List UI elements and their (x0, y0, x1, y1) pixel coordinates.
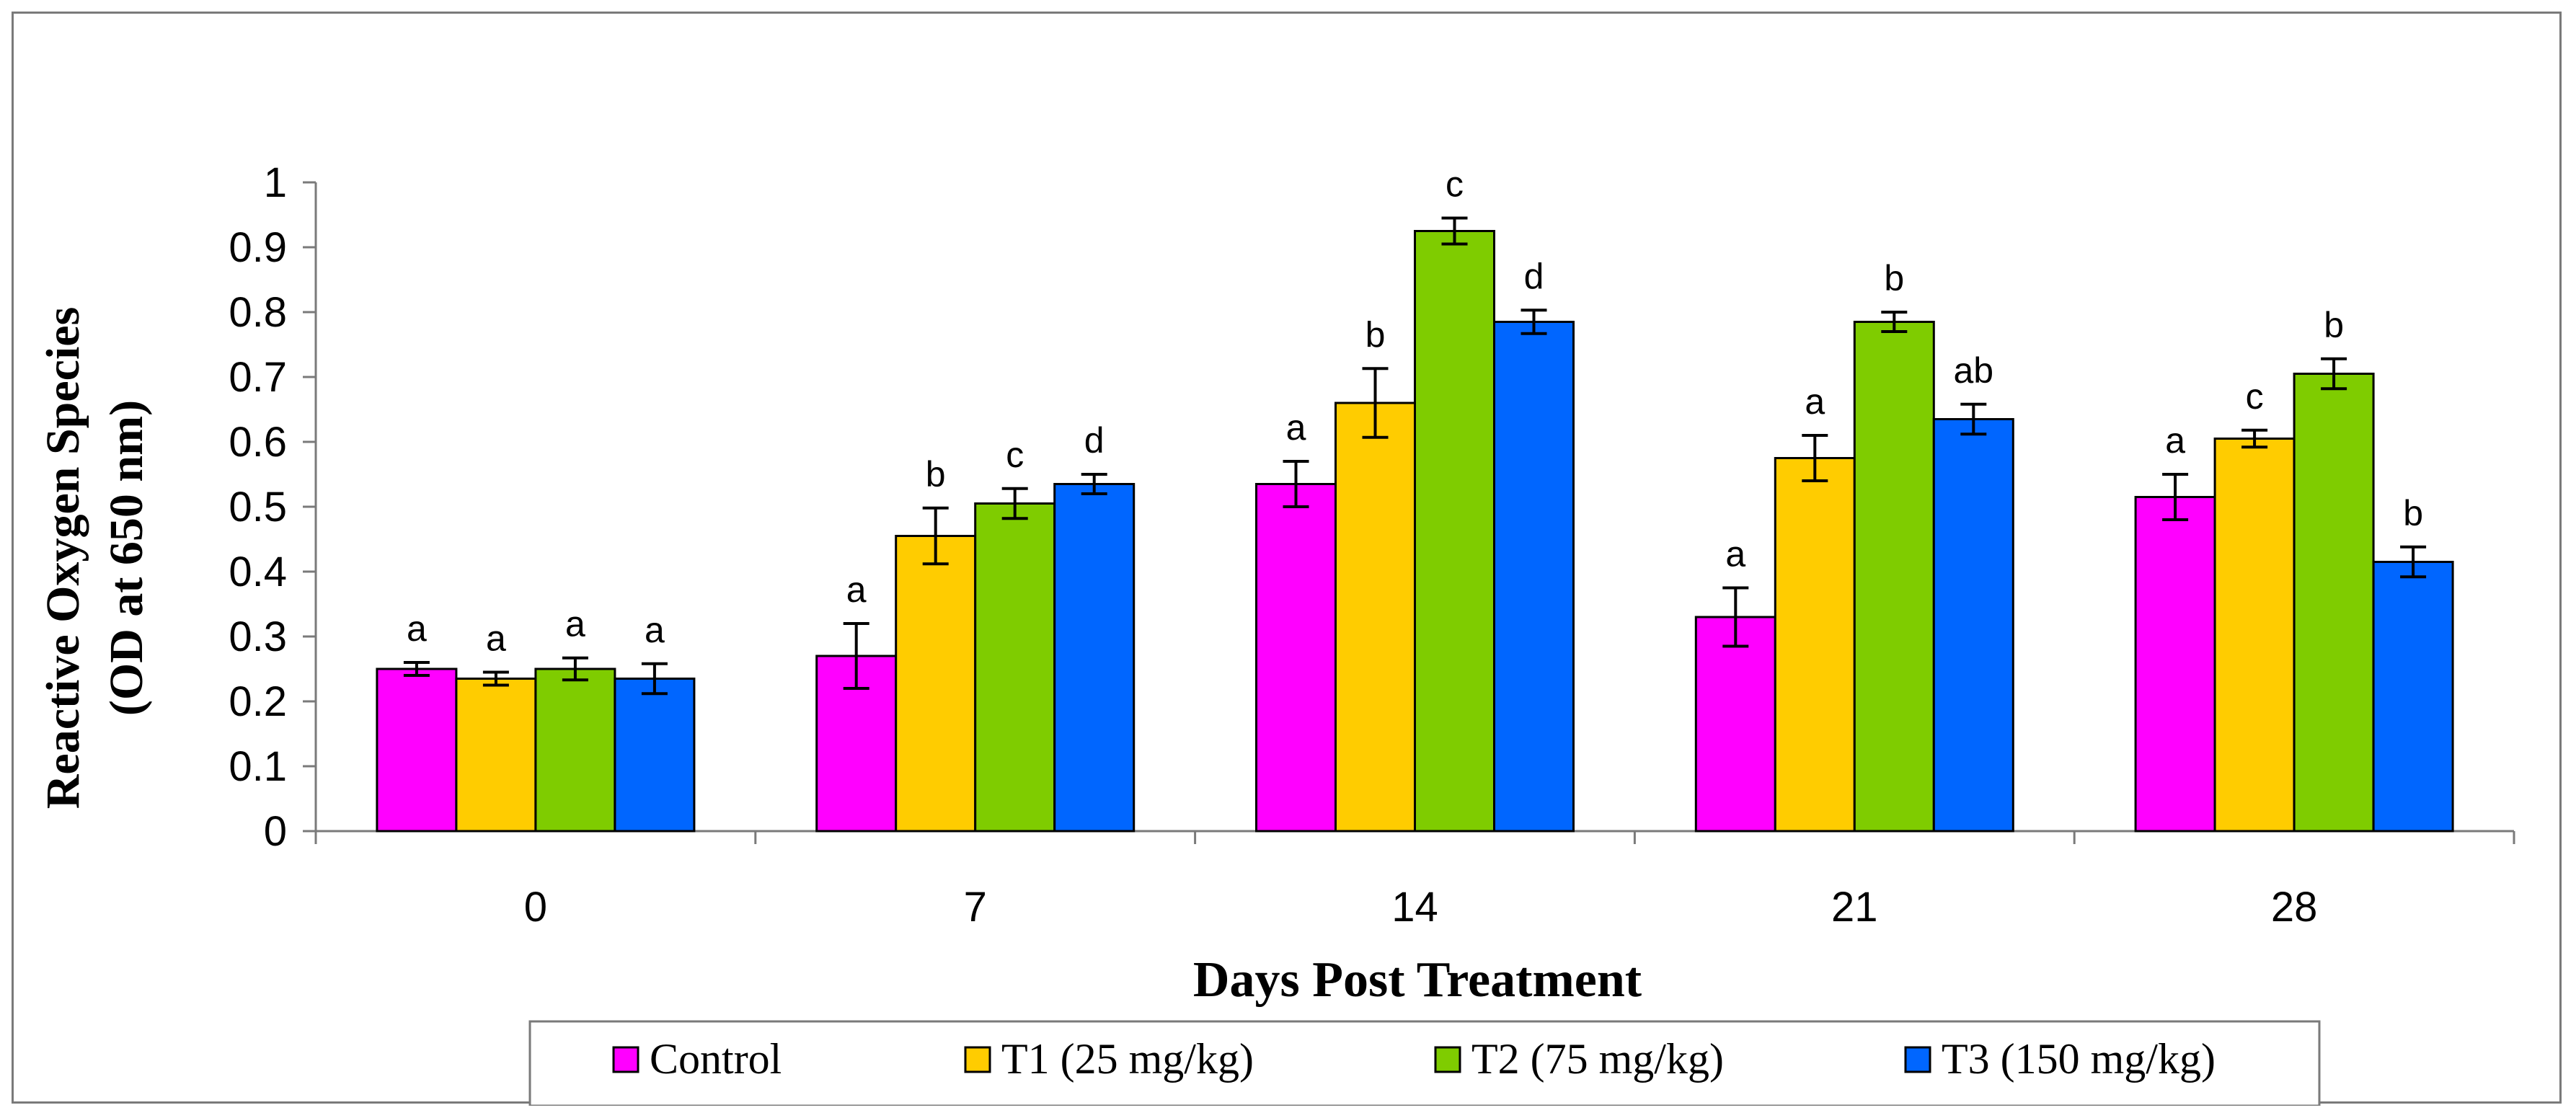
bar (2213, 438, 2296, 833)
significance-label: c (1446, 164, 1464, 205)
x-tick-label: 21 (1831, 884, 1878, 931)
significance-label: a (645, 610, 665, 650)
significance-label: a (1286, 407, 1306, 448)
bar (1694, 616, 1776, 833)
legend-box (528, 1020, 2321, 1106)
bar (1853, 321, 1935, 833)
significance-label: b (1366, 314, 1386, 355)
significance-label: a (2165, 420, 2185, 461)
x-tick-label: 28 (2271, 884, 2318, 931)
y-tick-label: 0 (264, 808, 287, 855)
bar (1255, 483, 1337, 833)
legend-swatch (612, 1046, 639, 1073)
bar (1414, 230, 1495, 833)
legend-label: T3 (150 mg/kg) (1942, 1035, 2216, 1083)
legend-swatch (1904, 1046, 1931, 1073)
y-tick-label: 0.6 (229, 419, 287, 466)
bar (2134, 496, 2216, 833)
legend-swatch (1434, 1046, 1461, 1073)
significance-label: b (926, 454, 946, 494)
chart-frame: a a a a a b c d a b c d a a b ab a c b b 0 0.1 0.2 0.3 0.4 0.5 0.… (12, 12, 2562, 1106)
x-tick-label: 14 (1391, 884, 1438, 931)
bar (1932, 418, 2014, 833)
x-tick-label: 7 (964, 884, 987, 931)
y-tick-label: 0.9 (229, 224, 287, 271)
legend-swatch (964, 1046, 991, 1073)
significance-label: a (486, 618, 506, 659)
significance-label: b (2403, 493, 2423, 533)
bar (1774, 457, 1856, 833)
bar (895, 535, 977, 833)
y-tick-label: 0.3 (229, 613, 287, 660)
error-bars (403, 216, 2427, 696)
significance-label: b (2324, 305, 2344, 345)
significance-label: c (2246, 376, 2264, 417)
significance-label: a (1805, 381, 1825, 422)
significance-label: ab (1953, 350, 1993, 391)
significance-label: c (1006, 435, 1024, 475)
bar (1053, 483, 1136, 833)
bar (1493, 321, 1575, 833)
y-tick-label: 1 (264, 159, 287, 206)
y-tick-label: 0.8 (229, 289, 287, 336)
x-axis-label: Days Post Treatment (1193, 952, 1642, 1008)
significance-label: b (1884, 258, 1904, 298)
significance-label: a (846, 569, 867, 610)
legend-items: Control T1 (25 mg/kg) T2 (75 mg/kg) T3 (150… (612, 1035, 2216, 1083)
legend-label: T1 (25 mg/kg) (1001, 1035, 1254, 1083)
significance-label: d (1084, 420, 1105, 461)
legend-label: Control (650, 1035, 782, 1083)
legend-label: T2 (75 mg/kg) (1471, 1035, 1724, 1083)
bar (2372, 561, 2454, 833)
significance-label: a (407, 608, 427, 649)
bar (2293, 373, 2375, 833)
significance-label: a (1725, 534, 1745, 574)
bar (614, 678, 696, 833)
x-tick-label: 0 (524, 884, 547, 931)
significance-label: a (565, 604, 585, 644)
y-axis-label-line1: Reactive Oxygen Species (37, 307, 89, 809)
tick-labels: 0 0.1 0.2 0.3 0.4 0.5 0.6 0.7 0.8 0.9 1 0 7 14 21 28 (229, 159, 2317, 931)
bar (534, 667, 616, 833)
significance-label: d (1524, 256, 1544, 296)
y-axis-label-line2: (OD at 650 nm) (100, 400, 153, 716)
y-tick-label: 0.5 (229, 484, 287, 531)
y-tick-label: 0.2 (229, 678, 287, 725)
bar (455, 678, 537, 833)
legend: Control T1 (25 mg/kg) T2 (75 mg/kg) T3 (150… (528, 1020, 2321, 1106)
y-tick-label: 0.4 (229, 549, 287, 595)
bars (376, 230, 2454, 833)
y-tick-label: 0.7 (229, 354, 287, 401)
bar (974, 502, 1056, 833)
y-tick-label: 0.1 (229, 743, 287, 790)
bar (376, 667, 458, 833)
bar (1335, 401, 1416, 833)
